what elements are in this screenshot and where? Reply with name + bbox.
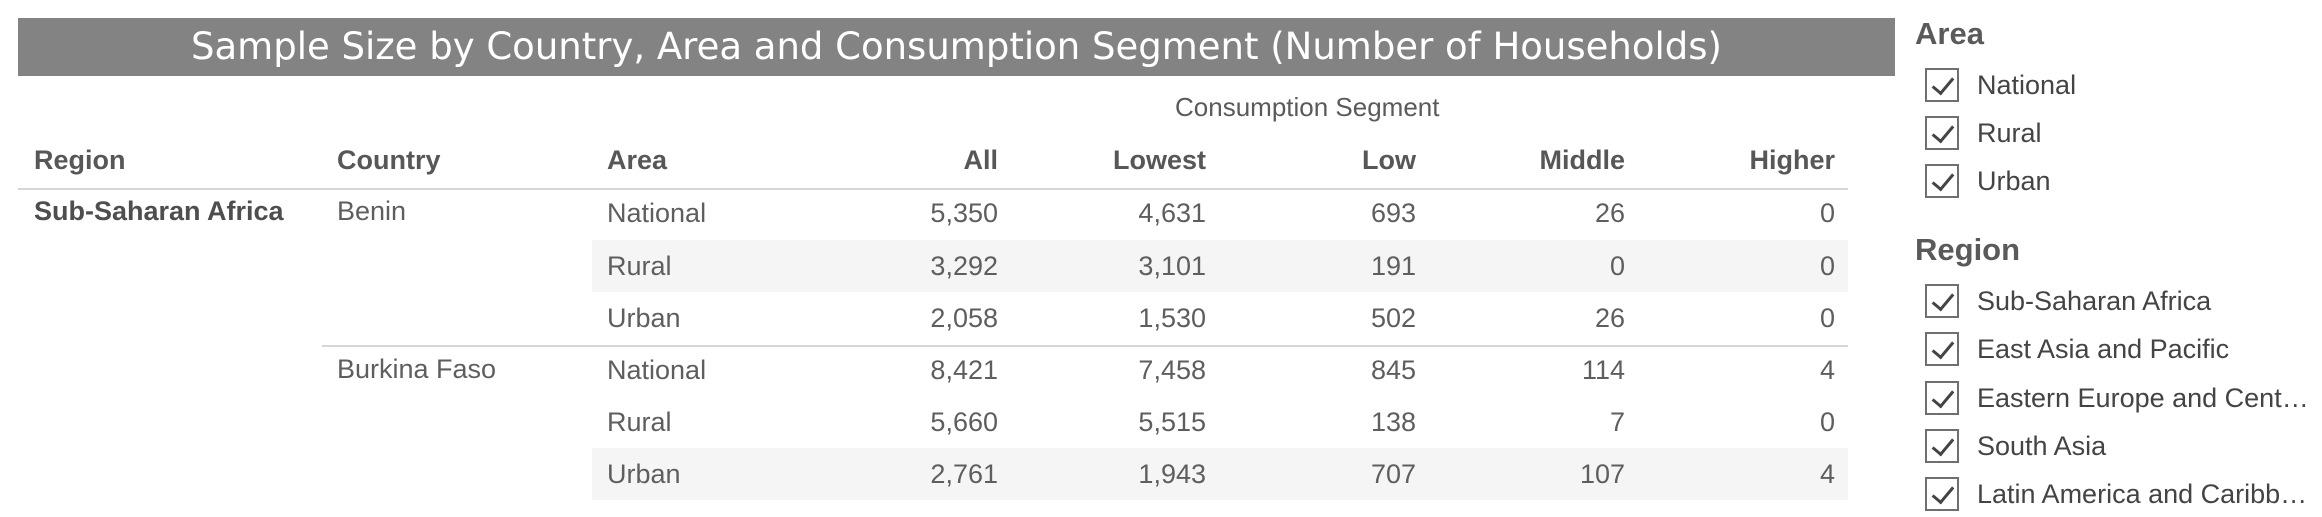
checkbox-checked-icon[interactable]: [1925, 332, 1959, 366]
checkbox-checked-icon[interactable]: [1925, 68, 1959, 102]
lowest-cell: 7,458: [1138, 355, 1206, 385]
column-header-lowest: Lowest: [1112, 145, 1206, 175]
higher-cell: 0: [1819, 407, 1835, 437]
area-cell: National: [607, 198, 707, 228]
middle-cell: 26: [1594, 303, 1625, 333]
page-title: Sample Size by Country, Area and Consump…: [191, 25, 1722, 68]
area-cell: Urban: [607, 459, 681, 489]
filter-label: Latin America and Caribb…: [1977, 479, 2308, 509]
low-cell: 693: [1370, 198, 1416, 228]
checkbox-checked-icon[interactable]: [1925, 164, 1959, 198]
area-cell: Rural: [607, 251, 672, 281]
all-cell: 3,292: [930, 251, 998, 281]
all-cell: 8,421: [930, 355, 998, 385]
area-cell: Rural: [607, 407, 672, 437]
column-header-country: Country: [337, 145, 441, 175]
all-cell: 2,761: [930, 459, 998, 489]
higher-cell: 4: [1819, 459, 1835, 489]
lowest-cell: 4,631: [1138, 198, 1206, 228]
area-filter-title: Area: [1915, 16, 1984, 51]
filter-label: South Asia: [1977, 431, 2107, 461]
middle-cell: 7: [1609, 407, 1625, 437]
filter-label: Eastern Europe and Cent…: [1977, 383, 2309, 413]
title-bar: Sample Size by Country, Area and Consump…: [18, 18, 1895, 76]
low-cell: 707: [1370, 459, 1416, 489]
checkbox-checked-icon[interactable]: [1925, 429, 1959, 463]
checkbox-checked-icon[interactable]: [1925, 284, 1959, 318]
column-header-area: Area: [607, 145, 668, 175]
country-group-divider: [322, 345, 1848, 347]
country-cell: Burkina Faso: [337, 354, 497, 384]
column-header-middle: Middle: [1539, 145, 1626, 175]
higher-cell: 4: [1819, 355, 1835, 385]
area-cell: National: [607, 355, 707, 385]
all-cell: 5,350: [930, 198, 998, 228]
checkbox-checked-icon[interactable]: [1925, 116, 1959, 150]
consumption-segment-header: Consumption Segment: [1175, 92, 1440, 122]
all-cell: 5,660: [930, 407, 998, 437]
column-header-region: Region: [34, 145, 126, 175]
lowest-cell: 1,943: [1138, 459, 1206, 489]
filter-label: East Asia and Pacific: [1977, 334, 2230, 364]
column-header-all: All: [963, 145, 998, 175]
filter-label: Sub-Saharan Africa: [1977, 286, 2212, 316]
column-header-low: Low: [1362, 145, 1416, 175]
higher-cell: 0: [1819, 198, 1835, 228]
country-cell: Benin: [337, 196, 407, 226]
filter-label: National: [1977, 70, 2077, 100]
region-cell: Sub-Saharan Africa: [34, 196, 284, 226]
checkbox-checked-icon[interactable]: [1925, 477, 1959, 511]
row-band: [592, 240, 1848, 292]
middle-cell: 107: [1579, 459, 1625, 489]
row-band: [592, 448, 1848, 500]
higher-cell: 0: [1819, 303, 1835, 333]
checkbox-checked-icon[interactable]: [1925, 381, 1959, 415]
filter-label: Urban: [1977, 166, 2051, 196]
lowest-cell: 5,515: [1138, 407, 1206, 437]
lowest-cell: 1,530: [1138, 303, 1206, 333]
low-cell: 502: [1370, 303, 1416, 333]
column-header-higher: Higher: [1749, 145, 1835, 175]
filter-label: Rural: [1977, 118, 2042, 148]
all-cell: 2,058: [930, 303, 998, 333]
low-cell: 191: [1370, 251, 1416, 281]
middle-cell: 0: [1609, 251, 1625, 281]
lowest-cell: 3,101: [1138, 251, 1206, 281]
area-cell: Urban: [607, 303, 681, 333]
low-cell: 845: [1370, 355, 1416, 385]
higher-cell: 0: [1819, 251, 1835, 281]
region-filter-title: Region: [1915, 232, 2021, 267]
low-cell: 138: [1370, 407, 1416, 437]
middle-cell: 26: [1594, 198, 1625, 228]
middle-cell: 114: [1581, 355, 1625, 385]
header-divider: [18, 188, 1848, 190]
